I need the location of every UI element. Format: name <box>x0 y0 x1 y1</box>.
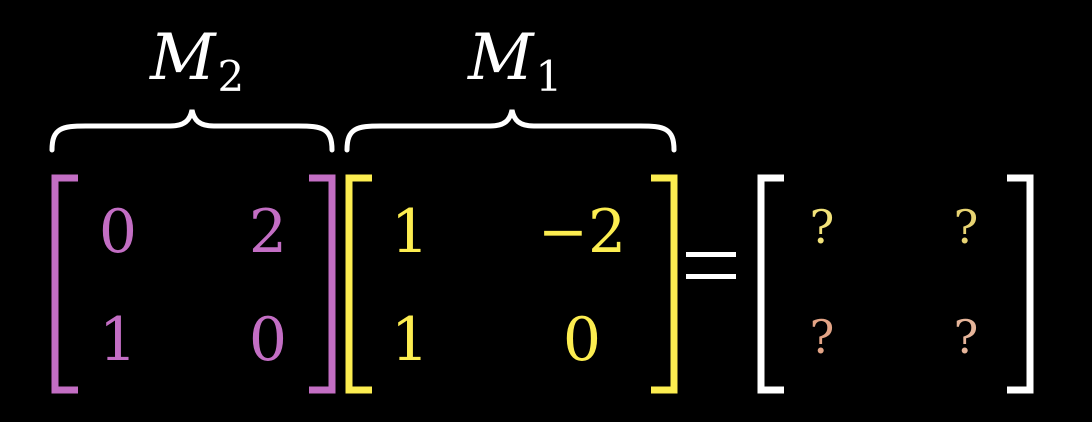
m2-entry-r2c1: 1 <box>98 305 138 375</box>
label-m1-symbol: M <box>468 21 534 95</box>
m1-right-bracket <box>651 174 678 394</box>
result-entry-r1c1: ? <box>809 200 835 254</box>
result-left-bracket <box>757 174 784 394</box>
m2-entry-r1c2: 2 <box>248 197 288 267</box>
m1-entry-r1c2: −2 <box>537 197 627 267</box>
label-m2-subscript: 2 <box>217 51 245 101</box>
result-entry-r2c2: ? <box>953 310 979 364</box>
brace-m2 <box>49 109 335 153</box>
equals-sign <box>686 252 736 282</box>
m2-left-bracket <box>51 174 78 394</box>
m1-entry-r1c1: 1 <box>390 197 430 267</box>
m2-entry-r1c1: 0 <box>98 197 138 267</box>
brace-m1 <box>344 109 677 153</box>
label-m2-symbol: M <box>150 21 216 95</box>
result-right-bracket <box>1007 174 1034 394</box>
result-entry-r1c2: ? <box>953 200 979 254</box>
m1-entry-r2c1: 1 <box>390 305 430 375</box>
m1-entry-r2c2: 0 <box>562 305 602 375</box>
label-m1-subscript: 1 <box>535 51 563 101</box>
equals-bar-bottom <box>686 274 736 279</box>
label-m2: M2 <box>150 26 244 98</box>
m1-left-bracket <box>345 174 372 394</box>
label-m1: M1 <box>468 26 562 98</box>
result-entry-r2c1: ? <box>809 310 835 364</box>
m2-right-bracket <box>309 174 336 394</box>
equals-bar-top <box>686 252 736 257</box>
m2-entry-r2c2: 0 <box>248 305 288 375</box>
